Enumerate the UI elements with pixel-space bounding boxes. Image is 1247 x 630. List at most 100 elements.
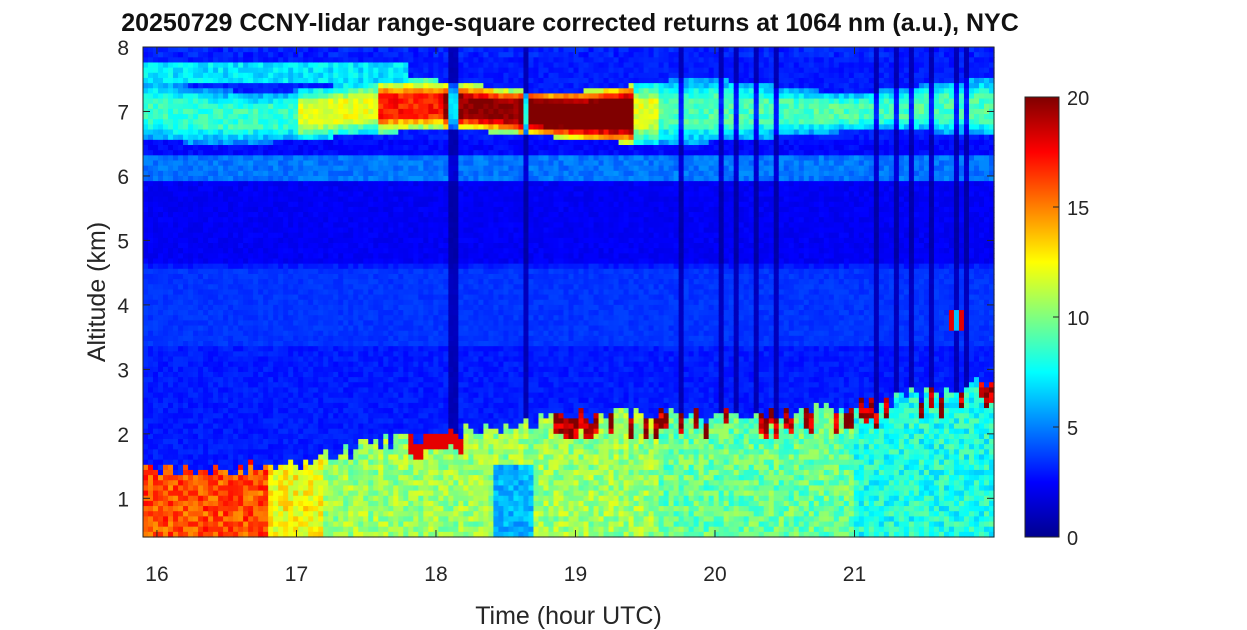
heatmap-cell bbox=[153, 325, 159, 332]
heatmap-cell bbox=[393, 392, 399, 399]
heatmap-cell bbox=[323, 57, 329, 64]
heatmap-cell bbox=[393, 511, 399, 517]
heatmap-cell bbox=[248, 150, 254, 156]
heatmap-cell bbox=[383, 170, 389, 177]
heatmap-cell bbox=[343, 124, 349, 131]
heatmap-cell bbox=[388, 227, 394, 234]
heatmap-cell bbox=[338, 320, 344, 327]
heatmap-cell bbox=[283, 93, 289, 100]
heatmap-cell bbox=[223, 103, 229, 110]
heatmap-cell bbox=[353, 341, 359, 347]
heatmap-cell bbox=[263, 335, 269, 342]
heatmap-cell bbox=[228, 402, 234, 409]
heatmap-cell bbox=[363, 351, 369, 358]
heatmap-cell bbox=[393, 485, 399, 492]
heatmap-cell bbox=[228, 67, 234, 74]
heatmap-cell bbox=[388, 108, 394, 115]
heatmap-cell bbox=[193, 397, 199, 404]
heatmap-cell bbox=[373, 320, 379, 327]
heatmap-cell bbox=[258, 454, 264, 461]
heatmap-cell bbox=[183, 423, 189, 430]
heatmap-cell bbox=[348, 222, 354, 229]
heatmap-cell bbox=[333, 258, 339, 265]
heatmap-cell bbox=[393, 397, 399, 404]
heatmap-cell bbox=[273, 206, 279, 213]
heatmap-cell bbox=[238, 279, 244, 285]
heatmap-cell bbox=[343, 57, 349, 64]
heatmap-cell bbox=[298, 134, 304, 141]
heatmap-cell bbox=[163, 108, 169, 115]
heatmap-cell bbox=[333, 83, 339, 89]
heatmap-cell bbox=[323, 335, 329, 342]
heatmap-cell bbox=[363, 526, 369, 533]
heatmap-cell bbox=[263, 351, 269, 358]
heatmap-cell bbox=[198, 315, 204, 321]
heatmap-cell bbox=[298, 77, 304, 84]
heatmap-cell bbox=[183, 114, 189, 120]
heatmap-cell bbox=[368, 77, 374, 84]
heatmap-cell bbox=[343, 335, 349, 342]
heatmap-cell bbox=[153, 232, 159, 239]
heatmap-cell bbox=[278, 330, 284, 337]
heatmap-cell bbox=[358, 511, 364, 517]
heatmap-cell bbox=[158, 377, 164, 383]
heatmap-cell bbox=[258, 449, 264, 456]
heatmap-cell bbox=[268, 273, 274, 280]
heatmap-cell bbox=[338, 304, 344, 311]
heatmap-cell bbox=[288, 418, 294, 425]
heatmap-cell bbox=[328, 93, 334, 100]
heatmap-cell bbox=[238, 284, 244, 291]
heatmap-cell bbox=[378, 289, 384, 296]
heatmap-cell bbox=[253, 464, 259, 471]
heatmap-cell bbox=[378, 284, 384, 291]
heatmap-cell bbox=[333, 62, 339, 69]
heatmap-cell bbox=[338, 175, 344, 182]
heatmap-cell bbox=[288, 304, 294, 311]
heatmap-cell bbox=[188, 439, 194, 445]
heatmap-cell bbox=[318, 253, 324, 260]
heatmap-cell bbox=[238, 511, 244, 517]
heatmap-cell bbox=[143, 155, 149, 162]
heatmap-cell bbox=[343, 258, 349, 265]
heatmap-cell bbox=[378, 273, 384, 280]
heatmap-cell bbox=[383, 145, 389, 151]
heatmap-cell bbox=[168, 72, 174, 79]
heatmap-cell bbox=[153, 160, 159, 167]
heatmap-cell bbox=[398, 165, 404, 172]
heatmap-cell bbox=[238, 315, 244, 321]
heatmap-cell bbox=[278, 160, 284, 167]
heatmap-cell bbox=[373, 129, 379, 136]
heatmap-cell bbox=[353, 377, 359, 383]
heatmap-cell bbox=[308, 366, 314, 373]
heatmap-cell bbox=[158, 371, 164, 378]
heatmap-cell bbox=[173, 320, 179, 327]
heatmap-cell bbox=[153, 500, 159, 507]
heatmap-cell bbox=[188, 67, 194, 74]
heatmap-cell bbox=[293, 444, 299, 450]
heatmap-cell bbox=[323, 397, 329, 404]
heatmap-cell bbox=[223, 268, 229, 275]
heatmap-cell bbox=[278, 392, 284, 399]
heatmap-cell bbox=[403, 124, 409, 131]
heatmap-cell bbox=[343, 423, 349, 430]
heatmap-cell bbox=[338, 212, 344, 218]
heatmap-cell bbox=[263, 330, 269, 337]
heatmap-cell bbox=[278, 47, 284, 53]
heatmap-cell bbox=[288, 325, 294, 332]
heatmap-cell bbox=[393, 222, 399, 229]
heatmap-cell bbox=[203, 139, 209, 146]
heatmap-cell bbox=[268, 134, 274, 141]
heatmap-cell bbox=[303, 181, 309, 187]
heatmap-cell bbox=[318, 320, 324, 327]
heatmap-cell bbox=[328, 83, 334, 89]
heatmap-cell bbox=[363, 387, 369, 394]
heatmap-cell bbox=[388, 531, 394, 538]
heatmap-cell bbox=[158, 397, 164, 404]
heatmap-cell bbox=[353, 480, 359, 487]
heatmap-cell bbox=[258, 325, 264, 332]
heatmap-cell bbox=[268, 449, 274, 456]
heatmap-cell bbox=[223, 67, 229, 74]
heatmap-cell bbox=[178, 392, 184, 399]
heatmap-cell bbox=[313, 346, 319, 352]
heatmap-cell bbox=[278, 170, 284, 177]
